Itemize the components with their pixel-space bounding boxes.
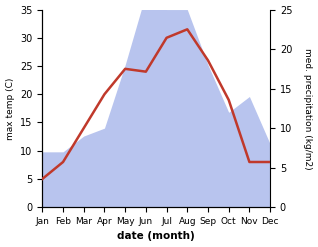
X-axis label: date (month): date (month) [117, 231, 195, 242]
Y-axis label: med. precipitation (kg/m2): med. precipitation (kg/m2) [303, 48, 313, 169]
Y-axis label: max temp (C): max temp (C) [5, 77, 15, 140]
